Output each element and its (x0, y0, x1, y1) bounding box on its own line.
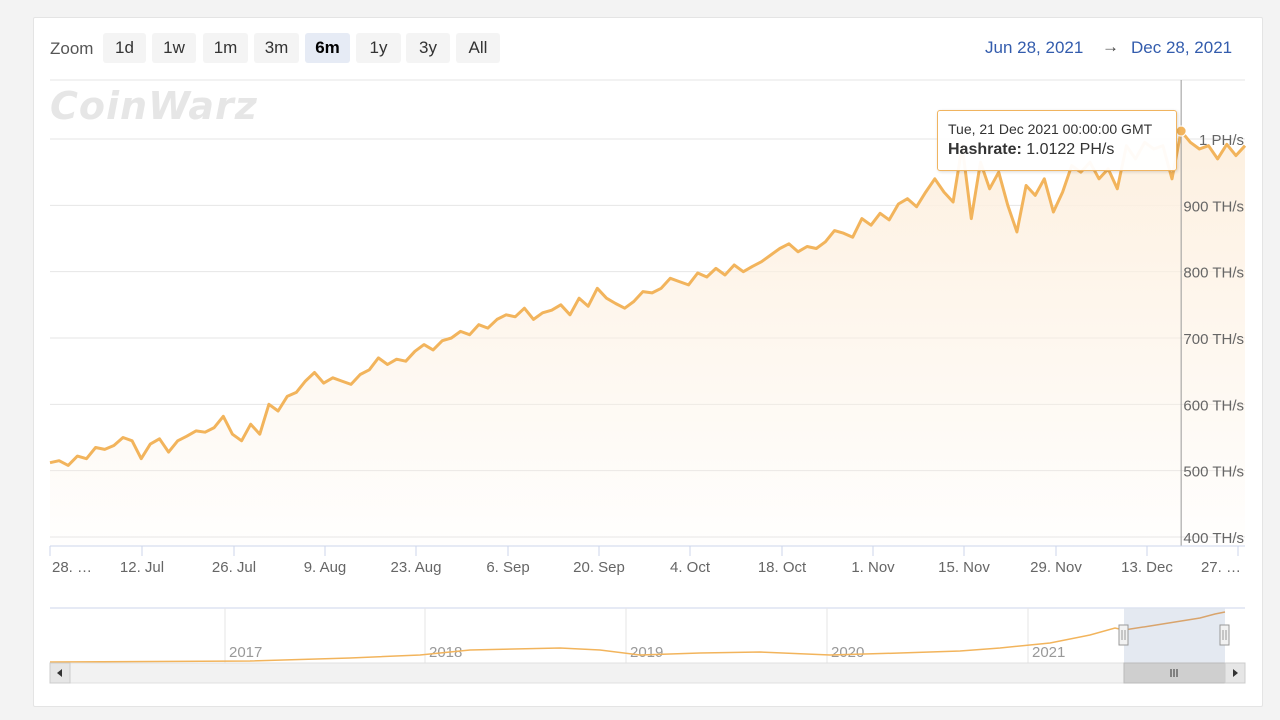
hover-point (1175, 125, 1187, 137)
tooltip-value: 1.0122 PH/s (1026, 141, 1115, 158)
x-axis-ticks: 28. … 12. Jul 26. Jul 9. Aug 23. Aug 6. Sep 20… (49, 546, 1241, 576)
navigator-year-label: 2020 (831, 644, 864, 661)
zoom-1w-button[interactable]: 1w (152, 33, 196, 63)
coinwarz-watermark-logo: CoinWarz (50, 84, 258, 128)
zoom-3m-button[interactable]: 3m (254, 33, 299, 63)
tooltip-date: Tue, 21 Dec 2021 00:00:00 GMT (948, 121, 1153, 137)
x-tick-label: 26. Jul (212, 559, 256, 576)
zoom-label: Zoom (50, 39, 94, 58)
x-tick-label: 28. … (52, 559, 92, 576)
navigator-year-label: 2017 (229, 644, 262, 661)
navigator-year-label: 2019 (630, 644, 663, 661)
scroll-right-arrow-icon (1233, 669, 1238, 677)
zoom-3y-button[interactable]: 3y (406, 33, 450, 63)
y-tick-label: 400 TH/s (1183, 530, 1244, 547)
navigator-right-handle[interactable] (1219, 624, 1230, 646)
x-tick-label: 9. Aug (304, 559, 347, 576)
y-tick-label: 800 TH/s (1183, 265, 1244, 282)
zoom-all-button[interactable]: All (456, 33, 500, 63)
y-tick-label: 500 TH/s (1183, 464, 1244, 481)
y-tick-label: 600 TH/s (1183, 397, 1244, 414)
zoom-6m-button[interactable]: 6m (305, 33, 350, 63)
y-tick-label: 1 PH/s (1199, 132, 1244, 149)
scroll-left-arrow-icon (57, 669, 62, 677)
x-tick-label: 6. Sep (486, 559, 529, 576)
zoom-1d-button[interactable]: 1d (103, 33, 146, 63)
x-tick-label: 13. Dec (1121, 559, 1173, 576)
navigator-left-handle[interactable] (1118, 624, 1129, 646)
right-handle-box[interactable] (1219, 624, 1230, 646)
navigator-year-label: 2021 (1032, 644, 1065, 661)
hashrate-area (50, 131, 1245, 546)
navigator-year-labels: 2017 2018 2019 2020 2021 (224, 608, 1065, 663)
zoom-1y-button[interactable]: 1y (356, 33, 401, 63)
navigator-selected-series-line (1123, 611, 1226, 631)
y-tick-label: 900 TH/s (1183, 198, 1244, 215)
left-handle-box[interactable] (1118, 624, 1129, 646)
navigator-series-line (49, 627, 1125, 663)
x-tick-label: 29. Nov (1030, 559, 1082, 576)
y-tick-label: 700 TH/s (1183, 331, 1244, 348)
range-from-input[interactable]: Jun 28, 2021 (985, 38, 1084, 57)
zoom-1m-button[interactable]: 1m (203, 33, 248, 63)
navigator-background (50, 608, 1245, 663)
x-tick-label: 1. Nov (851, 559, 895, 576)
x-tick-label: 27. … (1201, 559, 1241, 576)
y-axis-ticks: 400 TH/s 500 TH/s 600 TH/s 700 TH/s 800 TH/s… (1183, 132, 1244, 547)
x-tick-label: 4. Oct (670, 559, 711, 576)
tooltip-value-row: Hashrate: 1.0122 PH/s (948, 141, 1114, 159)
x-tick-label: 18. Oct (758, 559, 807, 576)
x-tick-label: 20. Sep (573, 559, 625, 576)
x-tick-label: 12. Jul (120, 559, 164, 576)
x-tick-label: 15. Nov (938, 559, 990, 576)
hashrate-series-line (49, 129, 1247, 467)
scrollbar-track[interactable] (49, 662, 1246, 684)
range-to-input[interactable]: Dec 28, 2021 (1131, 38, 1233, 57)
range-arrow: → (1102, 37, 1119, 56)
navigator-selection-mask[interactable] (1124, 608, 1225, 663)
x-tick-label: 23. Aug (391, 559, 442, 576)
hashrate-tooltip: Tue, 21 Dec 2021 00:00:00 GMT Hashrate: … (937, 110, 1177, 171)
tooltip-label: Hashrate: (948, 141, 1022, 158)
